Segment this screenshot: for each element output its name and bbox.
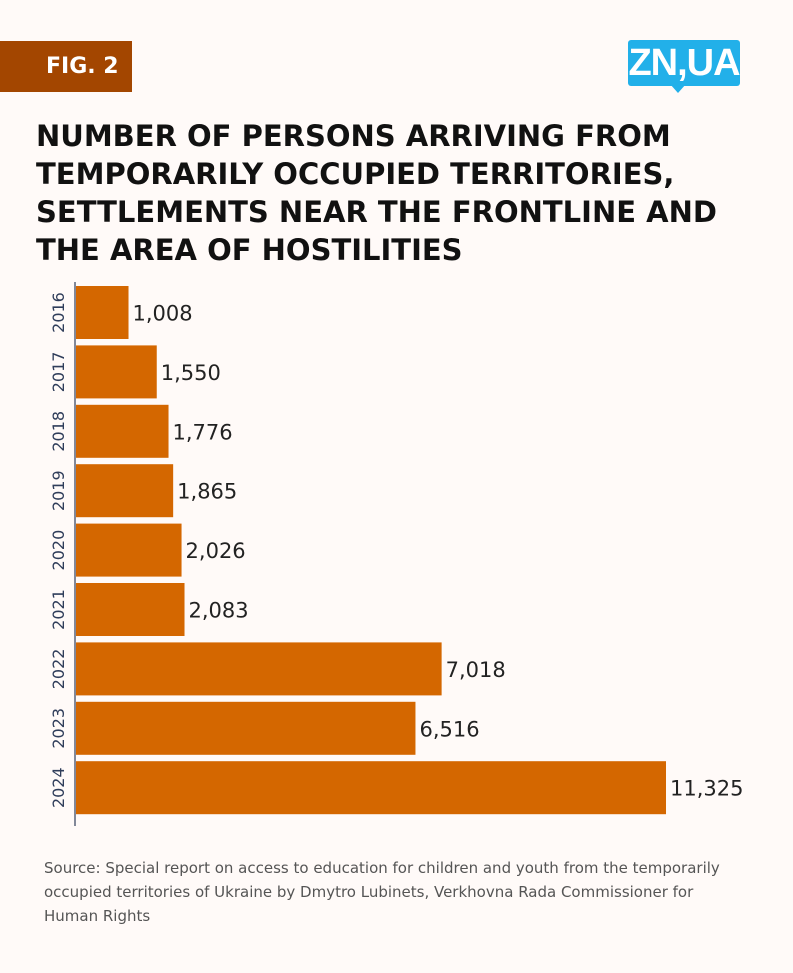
category-tick-label: 2016 — [49, 292, 68, 333]
data-label: 7,018 — [446, 658, 506, 682]
category-tick-label: 2017 — [49, 352, 68, 393]
data-label: 2,026 — [186, 539, 246, 563]
figure-label: FIG. 2 — [0, 41, 132, 92]
category-tick-label: 2018 — [49, 411, 68, 452]
bar-2017 — [76, 345, 157, 399]
category-tick-label: 2023 — [49, 708, 68, 749]
data-label: 1,008 — [133, 302, 193, 326]
category-tick-label: 2022 — [49, 649, 68, 690]
data-label: 1,865 — [177, 480, 237, 504]
bar-2018 — [76, 404, 169, 458]
data-label: 2,083 — [189, 599, 249, 623]
data-label: 11,325 — [670, 777, 743, 801]
bar-2016 — [76, 286, 129, 339]
category-tick-label: 2019 — [49, 470, 68, 511]
bar-2024 — [76, 761, 666, 815]
bar-2019 — [76, 464, 174, 518]
category-tick-label: 2020 — [49, 530, 68, 571]
bar-2023 — [76, 701, 416, 755]
data-label: 1,550 — [161, 361, 221, 385]
zn-ua-logo: ZN,UA — [628, 40, 741, 93]
chart-title: NUMBER OF PERSONS ARRIVING FROM TEMPORAR… — [36, 119, 717, 267]
bar-2020 — [76, 523, 182, 577]
bar-2021 — [76, 583, 185, 636]
bar-2022 — [76, 642, 442, 696]
data-label: 1,776 — [173, 420, 233, 444]
data-label: 6,516 — [419, 717, 479, 741]
category-tick-label: 2024 — [49, 767, 68, 808]
category-tick-label: 2021 — [49, 589, 68, 630]
source-note: Source: Special report on access to educ… — [44, 859, 720, 925]
